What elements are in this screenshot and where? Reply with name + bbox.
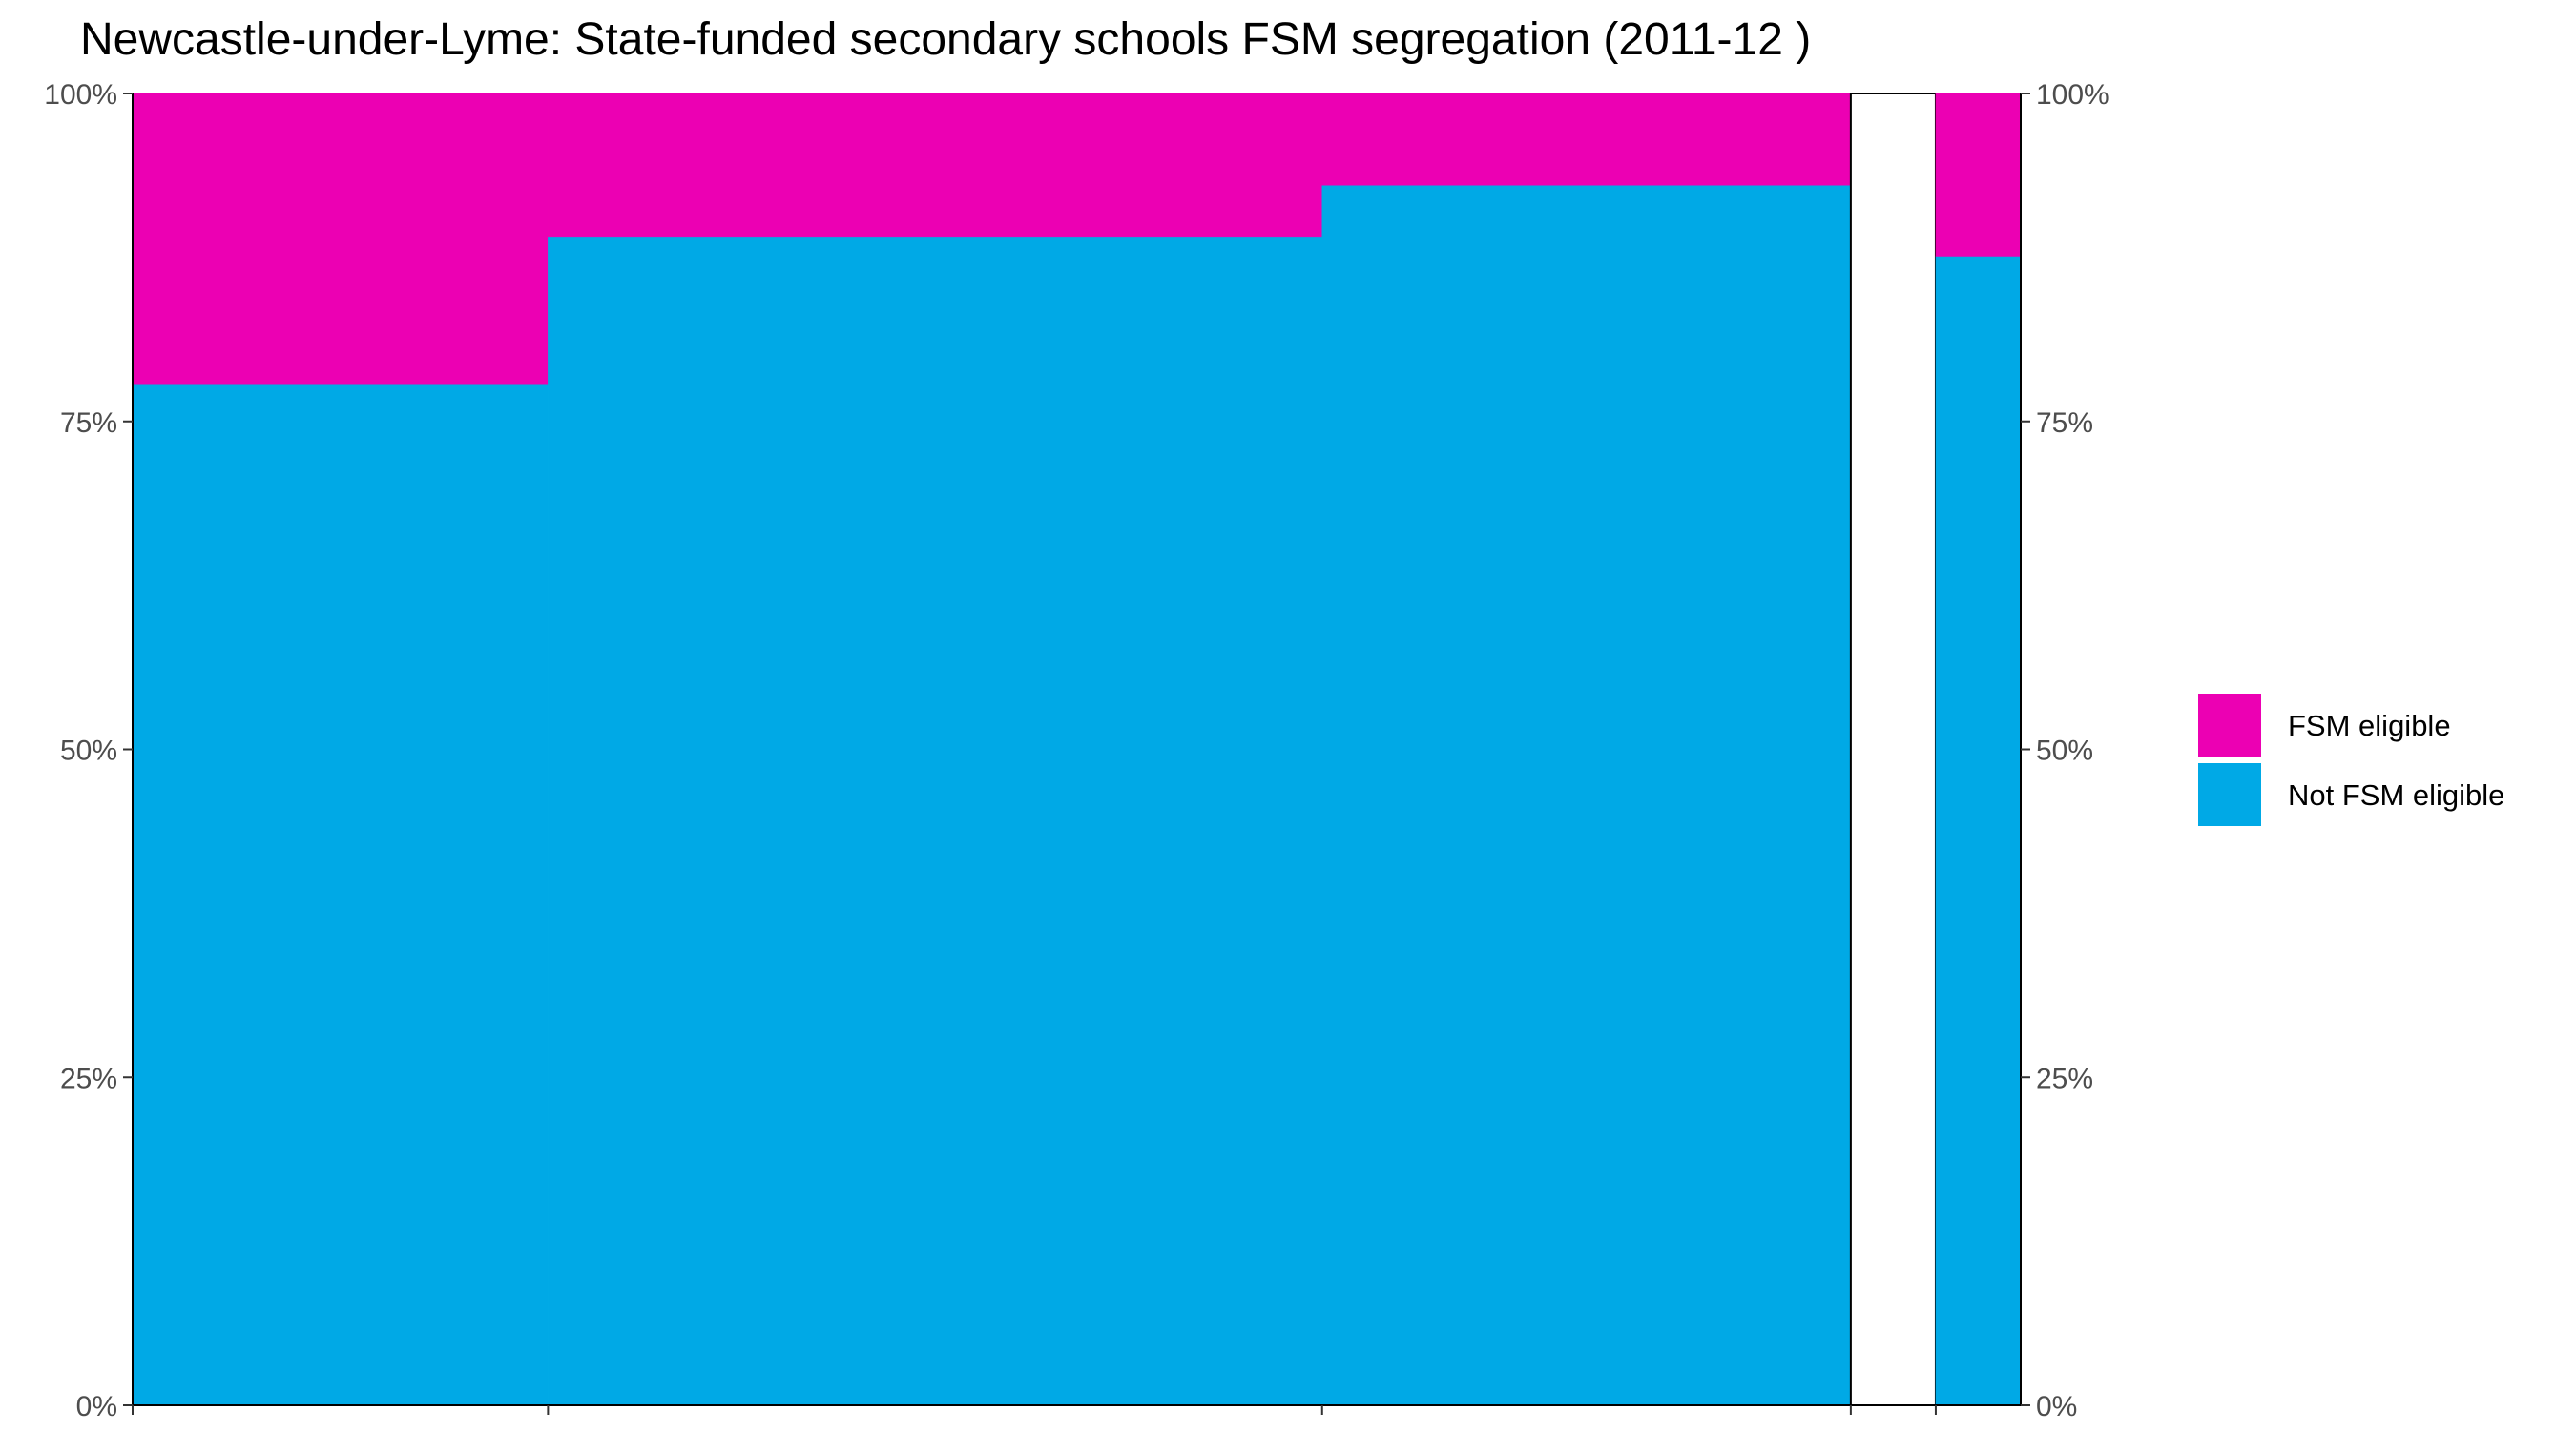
bar-segment (1935, 256, 2022, 1406)
legend-swatch (2198, 763, 2261, 826)
empty-bar (1849, 93, 1937, 1406)
y-tick-label-right: 100% (2036, 79, 2109, 111)
y-tick-label-left: 0% (76, 1391, 117, 1422)
y-tick-label-right: 0% (2036, 1391, 2077, 1422)
legend: FSM eligible Not FSM eligible (2198, 694, 2504, 826)
y-tick-label-right: 50% (2036, 736, 2093, 767)
y-tick-label-right: 25% (2036, 1063, 2093, 1094)
legend-swatch (2198, 694, 2261, 757)
axes-group: 0% 0% 25% 25% 50% 50% 75% 75% 100% 100% (44, 79, 2109, 1422)
y-tick-label-left: 50% (60, 736, 117, 767)
bar-segment (1935, 93, 2022, 257)
y-tick-label-left: 25% (60, 1063, 117, 1094)
legend-label: FSM eligible (2288, 709, 2451, 742)
y-tick-label-left: 75% (60, 407, 117, 439)
legend-label: Not FSM eligible (2288, 778, 2504, 812)
bar-segment (132, 93, 549, 385)
bar-segment (548, 93, 1323, 238)
bar-segment (548, 236, 1323, 1406)
chart-title: Newcastle-under-Lyme: State-funded secon… (80, 14, 1812, 65)
bars-group (132, 93, 2022, 1406)
y-tick-label-right: 75% (2036, 407, 2093, 439)
bar-segment (1321, 93, 1852, 186)
bar-segment (132, 384, 549, 1406)
y-tick-label-left: 100% (44, 79, 117, 111)
bar-segment (1321, 185, 1852, 1406)
